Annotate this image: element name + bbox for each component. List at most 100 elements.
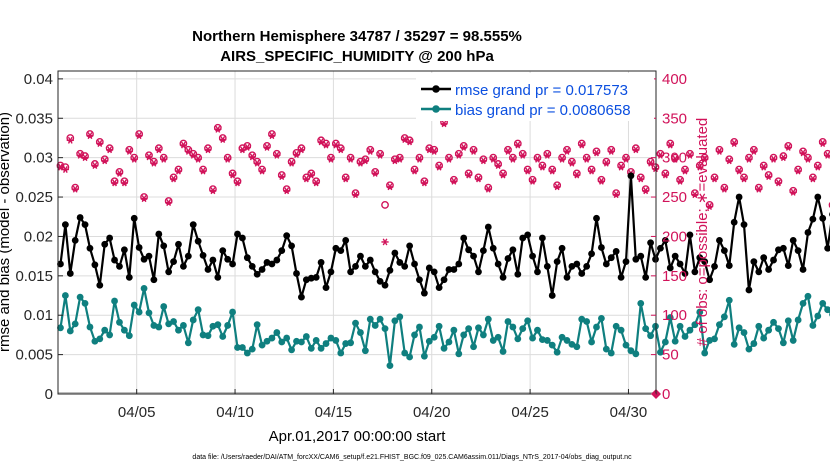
possible-marker [484, 183, 493, 192]
possible-marker [474, 173, 483, 182]
rmse-point [160, 242, 168, 250]
legend-box [416, 73, 654, 121]
possible-marker [631, 144, 640, 153]
bias-point [647, 332, 654, 340]
rmse-point [312, 274, 320, 281]
possible-marker [253, 157, 262, 166]
rmse-point [519, 234, 527, 242]
rmse-point [681, 270, 689, 277]
rmse-point [720, 247, 728, 255]
rmse-point [548, 292, 556, 299]
bias-point [81, 300, 89, 307]
possible-marker [297, 144, 306, 153]
bias-point [765, 326, 773, 334]
possible-marker [720, 183, 729, 192]
bias-point [130, 301, 138, 309]
bias-point [302, 333, 310, 340]
possible-marker [818, 138, 827, 146]
bias-point [450, 326, 458, 334]
possible-marker [725, 155, 734, 164]
bias-point [553, 348, 561, 356]
rmse-point [499, 274, 507, 281]
bias-point [622, 341, 630, 349]
rmse-point [538, 234, 546, 242]
rmse-point [239, 234, 246, 242]
possible-marker [81, 152, 89, 160]
bias-point [307, 344, 315, 352]
rmse-point [352, 262, 359, 270]
possible-marker [577, 139, 586, 148]
possible-marker [248, 151, 257, 160]
rmse-point [224, 255, 232, 263]
rmse-point [155, 230, 163, 238]
possible-marker [258, 165, 266, 174]
rmse-point [622, 258, 630, 266]
bias-point [101, 326, 109, 334]
rmse-point [760, 254, 768, 262]
possible-marker [705, 201, 714, 209]
chart-subtitle: AIRS_SPECIFIC_HUMIDITY @ 200 hPa [220, 48, 494, 65]
rmse-point [750, 258, 758, 266]
possible-marker [361, 155, 370, 164]
x-tick-label: 04/15 [315, 404, 353, 421]
bias-point [96, 335, 104, 343]
evaluated-marker-stroke [67, 136, 73, 144]
rmse-point [165, 268, 173, 276]
possible-marker [292, 149, 301, 157]
possible-marker [661, 169, 670, 178]
bias-point [322, 340, 330, 347]
possible-marker [533, 153, 542, 162]
rmse-point [170, 258, 177, 266]
rmse-point [691, 268, 699, 276]
possible-marker [823, 149, 830, 158]
rmse-point [543, 262, 551, 270]
bias-point [804, 292, 812, 300]
rmse-point [57, 260, 64, 268]
rmse-point [617, 274, 625, 281]
bias-point [779, 339, 787, 347]
bias-point [681, 333, 689, 340]
rmse-point [647, 239, 654, 247]
possible-marker [804, 153, 812, 162]
rmse-point [470, 252, 477, 260]
bias-point [809, 322, 817, 329]
rmse-point [357, 252, 364, 260]
rmse-point [416, 276, 423, 284]
bias-point [489, 337, 497, 344]
rmse-point [666, 264, 674, 272]
possible-marker [676, 175, 684, 184]
rmse-point [730, 218, 738, 226]
bias-point [125, 332, 133, 340]
bias-point [57, 324, 64, 332]
bias-point [224, 322, 232, 329]
y-tick-label: 0.005 [15, 347, 53, 364]
rmse-point [465, 246, 473, 254]
possible-marker [425, 144, 434, 153]
possible-marker [528, 175, 537, 184]
rmse-point [229, 260, 236, 268]
possible-marker [469, 145, 478, 154]
possible-marker [730, 138, 739, 146]
rmse-point [219, 247, 227, 255]
rmse-point [725, 262, 733, 269]
bias-point [180, 322, 187, 329]
bias-point [160, 303, 168, 310]
possible-marker [336, 144, 345, 153]
bias-point [686, 326, 694, 334]
rmse-point [411, 260, 418, 268]
bias-point [288, 346, 295, 354]
bias-point [234, 344, 241, 351]
bias-point [253, 321, 261, 329]
rmse-point [430, 268, 438, 276]
rmse-point [273, 256, 281, 264]
rmse-point [130, 214, 138, 222]
bias-point [352, 319, 359, 327]
bias-point [755, 322, 763, 330]
possible-marker [656, 149, 665, 158]
bias-point [445, 338, 453, 346]
y-tick-label: 0.04 [24, 71, 53, 88]
possible-marker [223, 153, 232, 162]
x-tick-label: 04/10 [216, 404, 254, 421]
rmse-point [553, 258, 561, 266]
rmse-point [140, 255, 148, 263]
